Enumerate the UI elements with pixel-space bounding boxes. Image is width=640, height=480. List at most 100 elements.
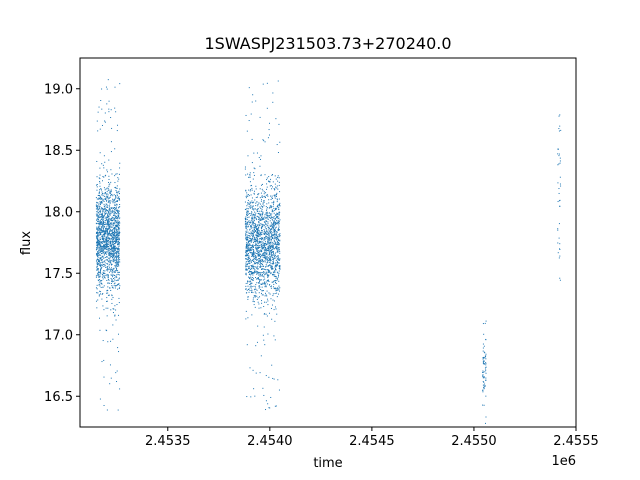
data-point [485, 362, 487, 364]
data-point [271, 250, 273, 252]
data-point [247, 248, 249, 250]
data-point [261, 196, 263, 198]
data-point [99, 241, 101, 243]
data-point [262, 247, 264, 249]
data-point [483, 385, 485, 387]
data-point [110, 262, 112, 264]
data-point [109, 257, 111, 259]
data-point [274, 217, 276, 219]
data-point [245, 243, 247, 245]
data-point [113, 234, 115, 236]
data-point [261, 196, 263, 198]
data-point [110, 191, 112, 193]
data-point [482, 371, 484, 373]
data-point [251, 286, 253, 288]
data-point [274, 255, 276, 257]
data-point [97, 194, 99, 196]
data-point [109, 263, 111, 265]
data-point [116, 187, 118, 189]
data-point [245, 273, 247, 275]
data-point [105, 241, 107, 243]
data-point [109, 255, 111, 257]
data-point [101, 194, 103, 196]
data-point [244, 217, 246, 219]
data-point [105, 227, 107, 229]
data-point [274, 189, 276, 191]
data-point [102, 209, 104, 211]
data-point [115, 259, 117, 261]
data-point [259, 203, 261, 205]
data-point [248, 288, 250, 290]
data-point [103, 241, 105, 243]
data-point [113, 246, 115, 248]
data-point [559, 157, 561, 159]
data-point [263, 301, 265, 303]
data-point [110, 235, 112, 237]
data-point [98, 208, 100, 210]
data-point [254, 271, 256, 273]
data-point [262, 139, 264, 141]
data-point [275, 244, 277, 246]
data-point [248, 250, 250, 252]
data-point [270, 213, 272, 215]
data-point [253, 232, 255, 234]
data-point [101, 256, 103, 258]
y-tick-label: 18.0 [44, 205, 73, 220]
data-point [100, 246, 102, 248]
data-point [258, 222, 260, 224]
data-point [256, 196, 258, 198]
data-point [96, 211, 98, 213]
data-point [99, 285, 101, 287]
data-point [270, 262, 272, 264]
data-point [109, 209, 111, 211]
data-point [272, 220, 274, 222]
data-point [257, 239, 259, 241]
data-point [253, 270, 255, 272]
data-point [108, 282, 110, 284]
data-point [246, 234, 248, 236]
data-point [97, 235, 99, 237]
data-point [113, 252, 115, 254]
data-point [105, 174, 107, 176]
data-point [278, 224, 280, 226]
data-point [263, 239, 265, 241]
data-point [557, 182, 559, 184]
data-point [109, 204, 111, 206]
data-point [107, 194, 109, 196]
data-point [247, 217, 249, 219]
data-point [252, 244, 254, 246]
data-point [275, 208, 277, 210]
data-point [276, 251, 278, 253]
data-point [269, 254, 271, 256]
data-point [274, 265, 276, 267]
data-point [108, 267, 110, 269]
data-point [108, 247, 110, 249]
data-point [264, 241, 266, 243]
data-point [260, 260, 262, 262]
data-point [96, 246, 98, 248]
data-point [101, 265, 103, 267]
data-point [251, 266, 253, 268]
data-point [264, 260, 266, 262]
data-point [272, 181, 274, 183]
data-point [245, 174, 247, 176]
data-point [248, 255, 250, 257]
data-point [254, 272, 256, 274]
data-point [263, 270, 265, 272]
data-point [117, 246, 119, 248]
data-point [102, 293, 104, 295]
data-point [110, 289, 112, 291]
data-point [278, 177, 280, 179]
data-point [107, 243, 109, 245]
data-point [114, 243, 116, 245]
data-point [266, 295, 268, 297]
data-point [112, 236, 114, 238]
data-point [116, 236, 118, 238]
data-point [273, 288, 275, 290]
data-point [268, 202, 270, 204]
data-point [117, 124, 119, 126]
data-point [110, 194, 112, 196]
data-point [270, 259, 272, 261]
data-point [271, 174, 273, 176]
data-point [251, 246, 253, 248]
